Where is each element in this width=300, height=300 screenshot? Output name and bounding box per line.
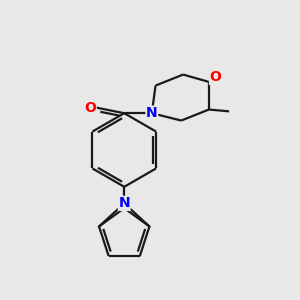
- Text: N: N: [146, 106, 158, 120]
- Text: O: O: [84, 101, 96, 115]
- Text: N: N: [118, 196, 130, 210]
- Text: O: O: [210, 70, 221, 85]
